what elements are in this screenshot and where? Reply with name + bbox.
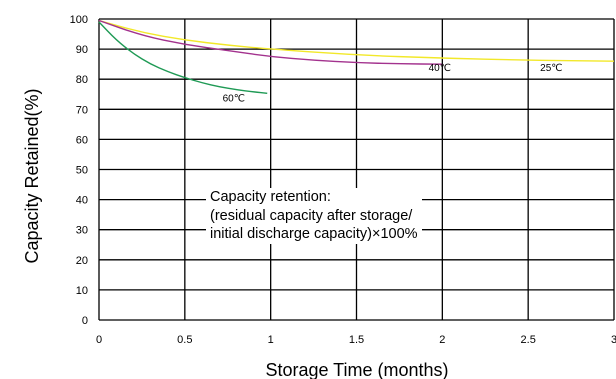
grid-lines	[98, 18, 615, 321]
series-lines	[98, 19, 615, 95]
x-tick-label: 1	[268, 334, 274, 346]
x-tick-label: 3	[611, 334, 616, 346]
series-label: 60℃	[223, 93, 245, 104]
note-line-1: Capacity retention:	[210, 189, 331, 205]
y-tick-label: 30	[76, 225, 88, 237]
x-tick-label: 0	[96, 334, 102, 346]
y-tick-label: 70	[76, 104, 88, 116]
y-tick-label: 0	[82, 315, 88, 327]
x-tick-label: 0.5	[177, 334, 192, 346]
note-line-2: (residual capacity after storage/	[210, 207, 413, 224]
note-line-3: initial discharge capacity)×100%	[210, 226, 418, 242]
x-axis-label: Storage Time (months)	[265, 360, 448, 379]
y-tick-label: 40	[76, 195, 88, 207]
y-tick-label: 90	[76, 44, 88, 56]
series-line-40	[98, 19, 443, 65]
x-tick-labels: 0 0.5 1 1.5 2 2.5 3	[96, 334, 616, 346]
series-line-25	[98, 19, 615, 62]
series-label: 25℃	[540, 63, 562, 74]
x-tick-label: 1.5	[349, 334, 364, 346]
y-axis-label: Capacity Retained(%)	[22, 88, 42, 263]
y-tick-label: 80	[76, 74, 88, 86]
series-labels: 25℃ 40℃ 60℃	[223, 63, 563, 104]
y-tick-label: 20	[76, 255, 88, 267]
x-tick-label: 2.5	[521, 334, 536, 346]
y-tick-labels: 0 10 20 30 40 50 60 70 80 90 100	[70, 14, 88, 327]
series-line-60	[98, 21, 268, 95]
series-label: 40℃	[429, 63, 451, 74]
y-tick-label: 50	[76, 165, 88, 177]
y-tick-label: 10	[76, 285, 88, 297]
y-tick-label: 60	[76, 134, 88, 146]
capacity-retention-note: Capacity retention: (residual capacity a…	[206, 188, 422, 244]
x-tick-label: 2	[439, 334, 445, 346]
y-tick-label: 100	[70, 14, 88, 26]
